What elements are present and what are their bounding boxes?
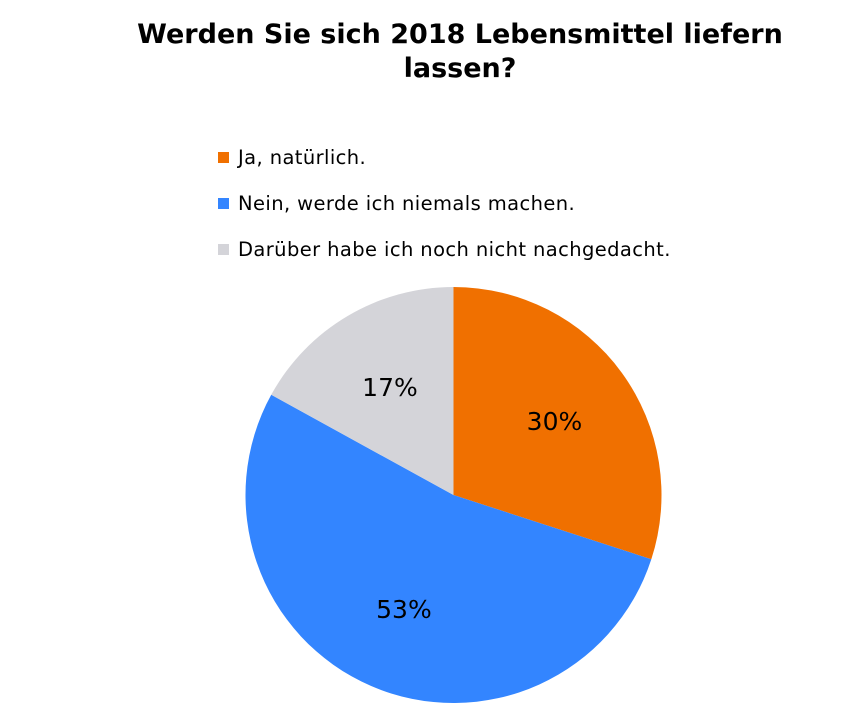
chart-title: Werden Sie sich 2018 Lebensmittel liefer…: [137, 19, 783, 84]
legend-label-nein: Nein, werde ich niemals machen.: [238, 191, 576, 215]
slice-nicht-nachgedacht: [271, 287, 454, 495]
slice-ja: [453, 287, 662, 560]
legend-swatch-nicht-nachgedacht: [218, 243, 229, 255]
legend: Ja, natürlich. Nein, werde ich niemals m…: [218, 134, 671, 272]
slice-label-ja: 30%: [527, 407, 583, 436]
slice-label-nein: 53%: [376, 595, 432, 624]
slice-label-nicht-nachgedacht: 17%: [362, 373, 418, 402]
legend-swatch-nein: [218, 197, 229, 209]
slice-nein: [245, 394, 652, 703]
legend-item-ja: Ja, natürlich.: [218, 134, 671, 180]
legend-swatch-ja: [218, 151, 229, 163]
legend-label-nicht-nachgedacht: Darüber habe ich noch nicht nachgedacht.: [238, 237, 671, 261]
legend-item-nein: Nein, werde ich niemals machen.: [218, 180, 671, 226]
legend-item-nicht-nachgedacht: Darüber habe ich noch nicht nachgedacht.: [218, 226, 671, 272]
legend-label-ja: Ja, natürlich.: [238, 145, 367, 169]
